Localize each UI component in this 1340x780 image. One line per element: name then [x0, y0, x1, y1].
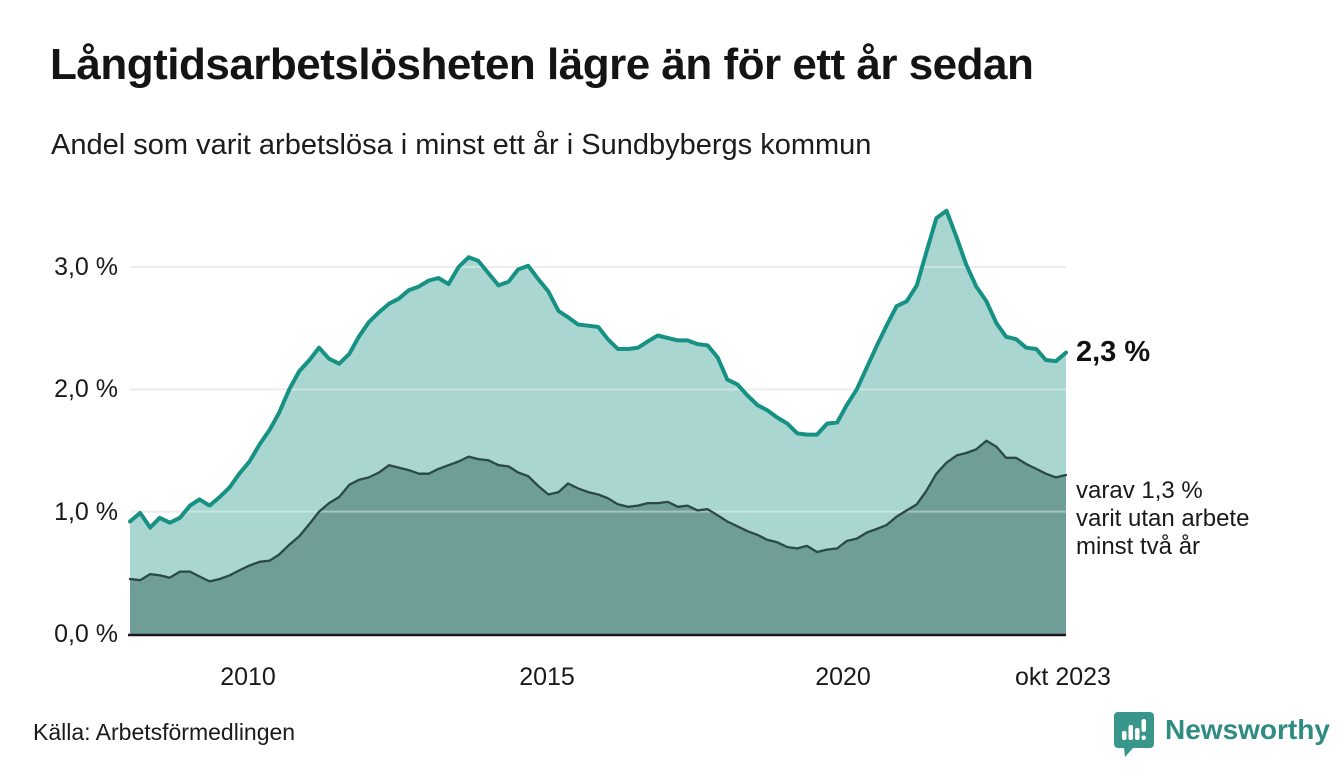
x-axis-tick-okt-2023: okt 2023 — [1015, 663, 1111, 691]
y-axis-tick-2: 2,0 % — [54, 375, 118, 403]
y-axis-tick-3: 3,0 % — [54, 253, 118, 281]
x-axis-tick-2015: 2015 — [519, 663, 575, 691]
chart-subtitle: Andel som varit arbetslösa i minst ett å… — [51, 129, 872, 161]
y-axis-tick-1: 1,0 % — [54, 498, 118, 526]
newsworthy-wordmark: Newsworthy — [1165, 714, 1330, 745]
y-axis-tick-0: 0,0 % — [54, 620, 118, 648]
page-title: Långtidsarbetslösheten lägre än för ett … — [50, 40, 1034, 89]
newsworthy-logo: Newsworthy — [1113, 710, 1330, 760]
x-axis-tick-2010: 2010 — [220, 663, 276, 691]
two-year-annotation-line3: minst två år — [1076, 533, 1201, 560]
newsworthy-bubble-icon — [1114, 712, 1154, 757]
x-axis-tick-2020: 2020 — [815, 663, 871, 691]
source-note: Källa: Arbetsförmedlingen — [33, 719, 296, 745]
latest-value-label: 2,3 % — [1076, 336, 1151, 368]
two-year-annotation-line1: varav 1,3 % — [1076, 477, 1203, 504]
two-year-annotation-line2: varit utan arbete — [1076, 505, 1250, 532]
two-year-annotation: varav 1,3 % varit utan arbete minst två … — [1076, 477, 1249, 561]
